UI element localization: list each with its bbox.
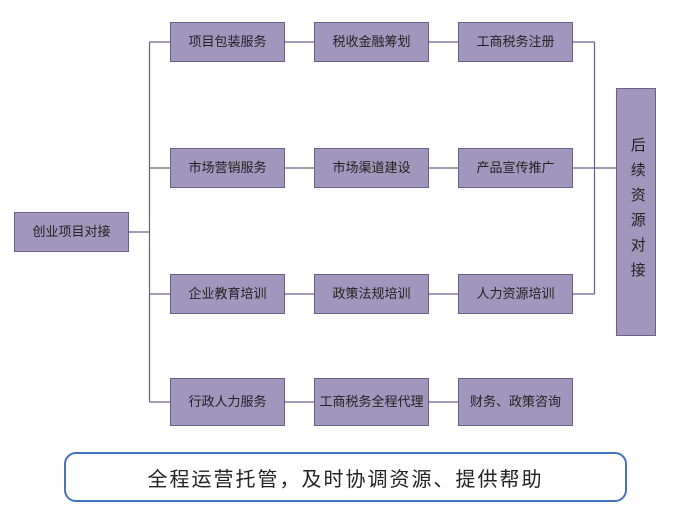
grid-cell-label: 市场渠道建设 (332, 160, 410, 177)
grid-cell: 人力资源培训 (458, 274, 573, 314)
root-label: 创业项目对接 (32, 224, 110, 241)
grid-cell-label: 企业教育培训 (188, 286, 266, 303)
grid-cell: 工商税务注册 (458, 22, 573, 62)
grid-cell: 行政人力服务 (170, 378, 285, 426)
right-label: 后续资源对接 (626, 137, 646, 287)
grid-cell: 政策法规培训 (314, 274, 429, 314)
root-node: 创业项目对接 (14, 212, 129, 252)
grid-cell-label: 财务、政策咨询 (470, 394, 561, 411)
grid-cell-label: 市场营销服务 (188, 160, 266, 177)
grid-cell-label: 人力资源培训 (476, 286, 554, 303)
grid-cell: 税收金融筹划 (314, 22, 429, 62)
grid-cell-label: 政策法规培训 (332, 286, 410, 303)
grid-cell: 产品宣传推广 (458, 148, 573, 188)
grid-cell-label: 产品宣传推广 (476, 160, 554, 177)
grid-cell-label: 税收金融筹划 (332, 34, 410, 51)
grid-cell-label: 工商税务注册 (476, 34, 554, 51)
grid-cell-label: 行政人力服务 (188, 394, 266, 411)
bottom-caption-text: 全程运营托管，及时协调资源、提供帮助 (148, 463, 544, 492)
grid-cell: 企业教育培训 (170, 274, 285, 314)
grid-cell: 工商税务全程代理 (314, 378, 429, 426)
grid-cell: 财务、政策咨询 (458, 378, 573, 426)
grid-cell-label: 项目包装服务 (188, 34, 266, 51)
grid-cell-label: 工商税务全程代理 (319, 394, 423, 411)
connector-layer (0, 0, 683, 516)
grid-cell: 项目包装服务 (170, 22, 285, 62)
grid-cell: 市场渠道建设 (314, 148, 429, 188)
bottom-caption-box: 全程运营托管，及时协调资源、提供帮助 (64, 452, 627, 502)
right-node: 后续资源对接 (616, 88, 656, 336)
grid-cell: 市场营销服务 (170, 148, 285, 188)
